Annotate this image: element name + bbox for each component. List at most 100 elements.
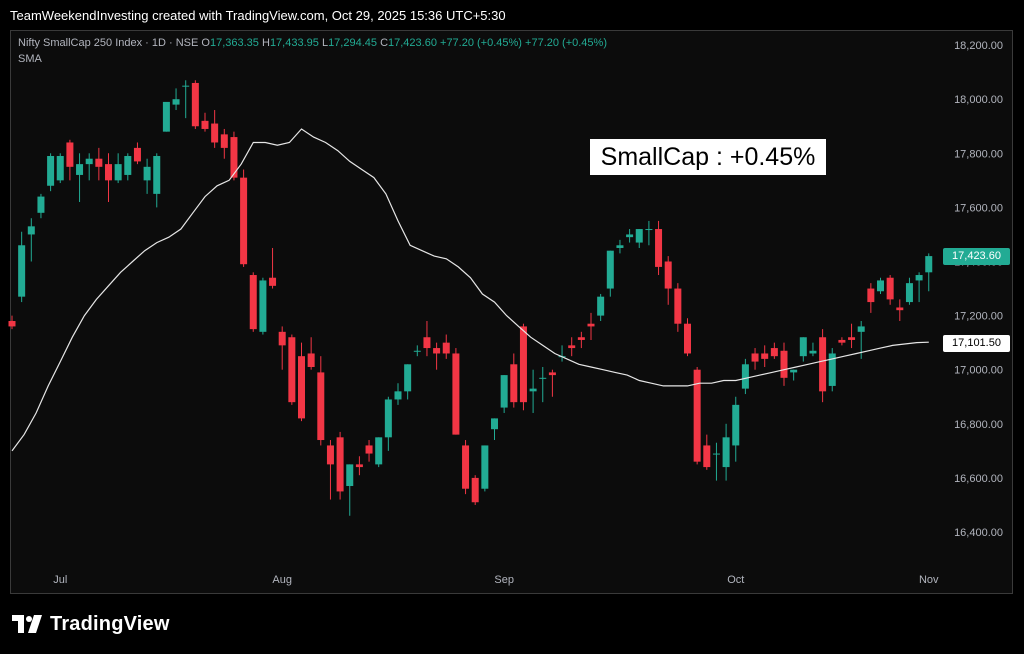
sma-line [11,128,929,452]
candle [269,247,277,289]
credit-text: TeamWeekendInvesting created with Tradin… [10,8,506,23]
candle [626,229,634,243]
candle-body [153,156,161,194]
candle [819,329,827,403]
change-value-2: +77.20 (+0.45%) [525,37,607,49]
candle [587,312,595,340]
open-label: O [201,37,210,49]
candle-body [278,331,286,346]
candle [375,437,383,468]
candle-body [703,445,711,468]
candle [288,334,296,405]
candle [56,153,64,184]
candle [577,331,585,349]
candle-body [548,372,556,376]
high-label: H [261,37,270,49]
candle [645,220,653,246]
candle-body [838,339,846,343]
candle [751,348,759,370]
y-tick-label: 17,800.00 [954,148,1003,160]
candle [452,348,460,435]
candle [105,153,112,202]
candle-body [76,164,84,175]
candle [27,218,35,262]
tradingview-brand[interactable]: TradingView [12,611,170,637]
candle-body [8,321,16,327]
candle-body [95,158,103,167]
high-value: 17,433.95 [269,37,319,49]
tradingview-logo-icon [12,615,42,633]
candle [317,356,325,446]
candle-body [201,120,209,129]
candlestick-chart[interactable]: 18,200.00 18,000.00 17,800.00 17,600.00 17,4… [0,0,1024,600]
candle-body [307,353,315,367]
candle-body [66,142,74,167]
candle [230,131,238,181]
candle-body [925,256,933,273]
candle-body [751,353,759,362]
candle-body [481,445,489,489]
candle [684,318,691,357]
candle [433,342,441,370]
x-tick-label: Nov [919,574,939,586]
candle [529,369,537,413]
candle-body [857,326,865,332]
candle-body [819,337,827,392]
candle-body [133,147,141,162]
candle [886,275,894,305]
y-tick-label: 17,000.00 [954,365,1003,377]
candle-body [809,350,817,354]
candle-body [27,226,35,235]
candle [394,383,402,405]
candle-body [867,288,875,303]
candle [76,153,84,202]
symbol-label: Nifty SmallCap 250 Index · 1D · NSE [18,37,199,49]
candle [95,147,103,181]
candle-body [905,283,913,303]
candle-body [606,250,614,289]
candle-body [568,345,576,349]
candle-body [577,337,585,340]
x-tick-label: Sep [494,574,514,586]
candle [249,272,257,332]
candle-body [452,353,460,435]
candle-body [47,156,55,186]
candle-body [848,337,856,340]
y-tick-label: 17,200.00 [954,311,1003,323]
candle [491,418,498,441]
candle [693,366,701,465]
low-value: 17,294.45 [328,37,377,49]
candle [413,345,421,357]
candle [664,256,672,305]
sma-indicator-label[interactable]: SMA [18,53,42,65]
y-tick-label: 16,800.00 [954,419,1003,431]
candle [606,250,614,297]
candle [191,80,199,129]
close-label: C [380,37,389,49]
candle [37,193,45,219]
candle [510,353,518,408]
candle-body [85,158,93,165]
open-value: 17,363.35 [209,37,259,49]
candle-body [394,391,402,400]
candle-body [105,164,112,181]
candle-body [635,229,643,243]
candle-body [684,323,691,354]
annotation-box[interactable]: SmallCap : +0.45% [590,139,826,175]
chart-frame[interactable] [10,30,1013,594]
y-tick-label: 17,600.00 [954,202,1003,214]
ohlc-legend: Nifty SmallCap 250 Index · 1D · NSE O17,… [18,37,607,49]
candle [877,277,884,294]
candle-body [384,399,392,438]
sma-price-tag: 17,101.50 [943,335,1010,352]
candle-body [664,261,672,289]
candle [616,239,624,254]
candle-body [37,196,45,213]
candle [848,323,856,349]
candle [790,369,798,381]
candle-body [655,229,663,267]
candle [259,277,267,335]
candle [925,253,933,292]
candle-body [761,353,769,359]
candle-body [471,477,479,503]
